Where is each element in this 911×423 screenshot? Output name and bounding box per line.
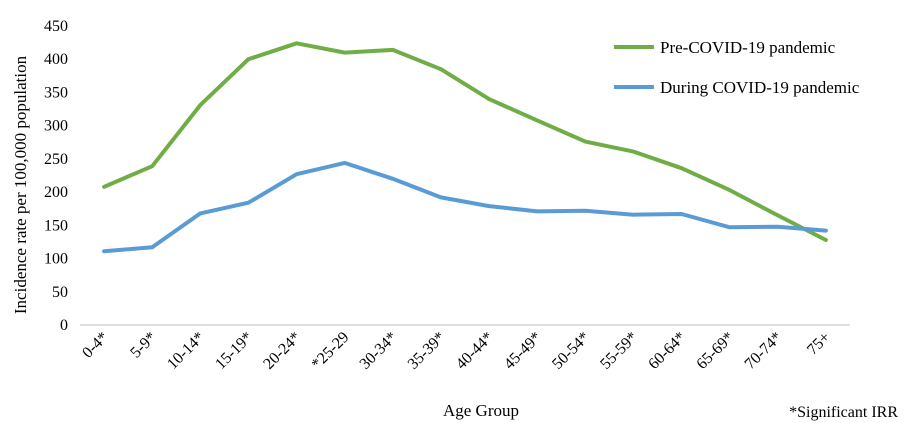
y-tick-label: 450 — [44, 18, 68, 35]
x-tick-label: 5-9* — [127, 329, 160, 362]
x-tick-label: 15-19* — [212, 329, 256, 373]
x-tick-label: 65-69* — [693, 329, 737, 373]
y-tick-label: 400 — [44, 51, 68, 68]
y-tick-label: 250 — [44, 151, 68, 168]
y-axis-title: Incidence rate per 100,000 population — [11, 55, 30, 314]
y-tick-label: 0 — [60, 317, 68, 334]
legend-label-during-covid: During COVID-19 pandemic — [660, 78, 860, 97]
x-tick-label: 40-44* — [453, 329, 497, 373]
y-tick-label: 150 — [44, 217, 68, 234]
series-lines — [102, 41, 828, 254]
x-tick-label: 35-39* — [405, 329, 449, 373]
legend-item-during-covid: During COVID-19 pandemic — [614, 78, 860, 97]
legend: Pre-COVID-19 pandemic During COVID-19 pa… — [614, 38, 860, 97]
y-tick-label: 300 — [44, 118, 68, 135]
series-line-during-covid — [102, 160, 828, 254]
series-line-pre-covid — [102, 41, 828, 242]
x-tick-label: 20-24* — [260, 329, 304, 373]
x-tick-label: 55-59* — [597, 329, 641, 373]
x-tick-label: 0-4* — [79, 329, 112, 362]
x-tick-label: 75+ — [804, 329, 834, 359]
x-axis-title: Age Group — [443, 401, 519, 420]
x-tick-label: *25-29 — [308, 329, 352, 373]
x-axis-ticks: 0-4* 5-9* 10-14* 15-19* 20-24* *25-29 30-34* 35… — [79, 329, 834, 373]
y-tick-label: 100 — [44, 251, 68, 268]
legend-label-pre-covid: Pre-COVID-19 pandemic — [660, 38, 836, 57]
x-tick-label: 70-74* — [742, 329, 786, 373]
y-tick-label: 350 — [44, 84, 68, 101]
legend-item-pre-covid: Pre-COVID-19 pandemic — [614, 38, 836, 57]
significance-note: *Significant IRR — [789, 404, 898, 421]
x-tick-label: 60-64* — [645, 329, 689, 373]
x-tick-label: 30-34* — [357, 329, 401, 373]
y-tick-label: 200 — [44, 184, 68, 201]
x-tick-label: 45-49* — [501, 329, 545, 373]
y-tick-label: 50 — [52, 284, 68, 301]
y-axis-ticks: 0 50 100 150 200 250 300 350 400 450 — [44, 18, 68, 334]
x-tick-label: 50-54* — [549, 329, 593, 373]
x-tick-label: 10-14* — [164, 329, 208, 373]
